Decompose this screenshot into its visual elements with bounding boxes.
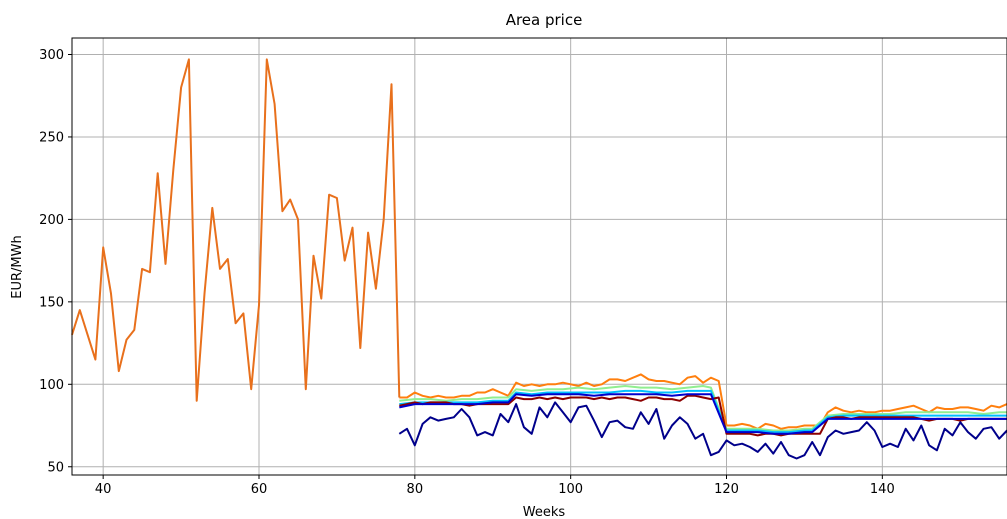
- series-lines: [71, 58, 1007, 460]
- series-line-6: [398, 401, 1007, 460]
- x-tick-label: 120: [714, 482, 739, 497]
- x-tick-label: 60: [251, 482, 268, 497]
- y-tick-label: 300: [39, 48, 64, 63]
- axis-ticks: 40 60 80 100 120 140 50 100 150 200 250 300: [39, 48, 895, 497]
- series-line-3: [399, 389, 1007, 434]
- y-tick-label: 150: [39, 295, 64, 310]
- y-axis-label: EUR/MWh: [10, 235, 25, 298]
- y-tick-label: 250: [39, 130, 64, 145]
- x-tick-label: 100: [558, 482, 583, 497]
- y-tick-label: 50: [47, 460, 64, 475]
- y-tick-label: 100: [39, 378, 64, 393]
- grid-lines: [72, 38, 1007, 475]
- series-line-2: [399, 385, 1007, 432]
- chart-title: Area price: [506, 11, 583, 29]
- axes-border: [71, 37, 1007, 476]
- history-line: [71, 58, 401, 402]
- plot-frame: [71, 37, 1007, 476]
- y-tick-label: 200: [39, 213, 64, 228]
- x-axis-label: Weeks: [523, 505, 566, 519]
- x-tick-label: 140: [870, 482, 895, 497]
- x-tick-label: 40: [95, 482, 112, 497]
- series-line-4: [399, 394, 1007, 437]
- series-line-5: [399, 393, 1007, 435]
- x-tick-label: 80: [407, 482, 424, 497]
- series-line-1: [399, 373, 1007, 430]
